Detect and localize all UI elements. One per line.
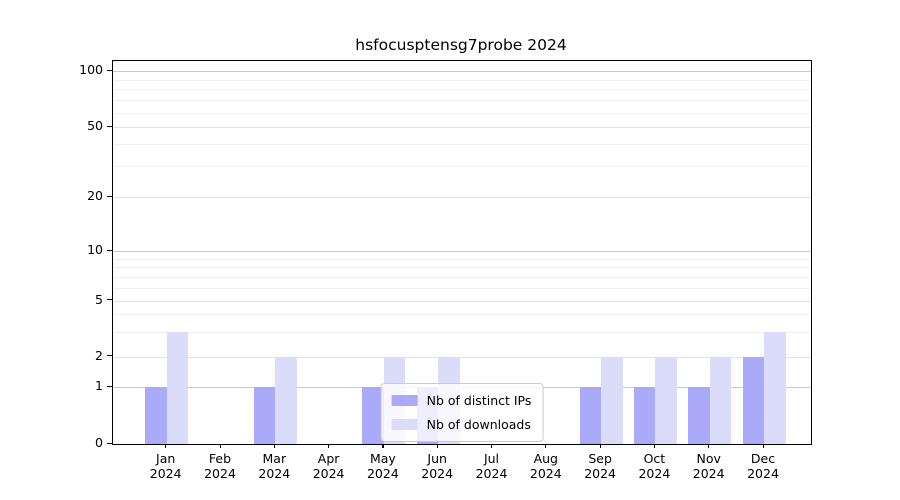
gridline-y-80 bbox=[113, 89, 811, 91]
bar-distinct-ips-month-10 bbox=[633, 387, 656, 444]
x-tick-label-8: Aug 2024 bbox=[529, 451, 562, 481]
y-tick-mark-1 bbox=[107, 385, 112, 387]
bar-distinct-ips-month-1 bbox=[145, 387, 167, 444]
plot-area: Nb of distinct IPs Nb of downloads bbox=[112, 60, 812, 445]
bar-distinct-ips-month-11 bbox=[688, 387, 710, 444]
bar-downloads-month-1 bbox=[166, 331, 189, 444]
chart-title: hsfocusptensg7probe 2024 bbox=[355, 36, 567, 54]
x-tick-mark-12 bbox=[762, 444, 764, 448]
gridline-y-9 bbox=[113, 258, 811, 260]
x-tick-label-5: May 2024 bbox=[366, 451, 399, 481]
gridline-y-50 bbox=[113, 127, 811, 129]
legend-swatch-distinct-ips bbox=[391, 395, 418, 406]
x-tick-mark-3 bbox=[273, 444, 275, 448]
x-tick-mark-9 bbox=[599, 444, 601, 448]
x-tick-mark-5 bbox=[382, 444, 384, 448]
gridline-y-90 bbox=[113, 79, 811, 81]
y-tick-label-100: 100 bbox=[79, 62, 103, 78]
bar-downloads-month-12 bbox=[764, 331, 786, 444]
y-tick-mark-20 bbox=[107, 195, 112, 198]
gridline-y-2 bbox=[113, 356, 811, 358]
x-tick-label-1: Jan 2024 bbox=[149, 451, 182, 481]
gridline-y-10 bbox=[113, 251, 811, 253]
x-tick-label-11: Nov 2024 bbox=[692, 451, 725, 481]
y-tick-mark-100 bbox=[107, 69, 112, 72]
y-tick-label-50: 50 bbox=[87, 118, 103, 133]
gridline-y-60 bbox=[113, 112, 811, 114]
bar-downloads-month-11 bbox=[709, 356, 732, 444]
bar-distinct-ips-month-3 bbox=[253, 387, 276, 444]
bar-distinct-ips-month-5 bbox=[362, 387, 384, 444]
y-tick-label-20: 20 bbox=[87, 188, 103, 204]
legend-label-downloads: Nb of downloads bbox=[426, 417, 531, 432]
x-tick-mark-6 bbox=[436, 444, 438, 448]
bar-downloads-month-10 bbox=[655, 356, 677, 444]
bar-downloads-month-3 bbox=[275, 356, 297, 444]
y-tick-label-10: 10 bbox=[87, 242, 103, 258]
y-tick-mark-10 bbox=[107, 249, 112, 252]
gridline-y-6 bbox=[113, 287, 811, 289]
gridline-y-5 bbox=[113, 300, 811, 302]
y-tick-mark-0 bbox=[107, 442, 112, 444]
gridline-y-40 bbox=[113, 144, 811, 146]
x-tick-label-9: Sep 2024 bbox=[584, 451, 616, 481]
bar-distinct-ips-month-9 bbox=[579, 387, 602, 444]
y-tick-mark-5 bbox=[107, 299, 112, 301]
y-tick-mark-50 bbox=[107, 125, 112, 127]
y-tick-label-2: 2 bbox=[95, 347, 103, 363]
x-tick-label-3: Mar 2024 bbox=[258, 451, 291, 481]
x-tick-mark-11 bbox=[708, 444, 710, 448]
gridline-y-4 bbox=[113, 314, 811, 316]
x-tick-mark-4 bbox=[328, 444, 330, 448]
legend-swatch-downloads bbox=[391, 419, 418, 430]
x-tick-mark-2 bbox=[219, 444, 221, 448]
x-tick-mark-7 bbox=[491, 444, 493, 448]
legend-entry-downloads: Nb of downloads bbox=[391, 415, 532, 434]
gridline-y-30 bbox=[113, 166, 811, 168]
gridline-y-7 bbox=[113, 276, 811, 278]
x-tick-label-12: Dec 2024 bbox=[747, 451, 779, 481]
x-tick-label-6: Jun 2024 bbox=[421, 451, 454, 481]
legend: Nb of distinct IPs Nb of downloads bbox=[380, 383, 544, 442]
x-tick-mark-8 bbox=[545, 444, 547, 448]
y-tick-mark-2 bbox=[107, 355, 112, 357]
y-tick-label-1: 1 bbox=[95, 378, 103, 394]
y-tick-label-0: 0 bbox=[95, 434, 103, 450]
y-tick-label-5: 5 bbox=[95, 291, 103, 307]
x-tick-mark-10 bbox=[653, 444, 656, 448]
bar-distinct-ips-month-12 bbox=[742, 356, 764, 444]
x-tick-label-7: Jul 2024 bbox=[475, 451, 508, 481]
bar-downloads-month-9 bbox=[601, 356, 623, 444]
gridline-y-100 bbox=[113, 71, 811, 73]
legend-label-distinct-ips: Nb of distinct IPs bbox=[426, 393, 532, 408]
x-tick-label-10: Oct 2024 bbox=[638, 451, 671, 481]
x-tick-label-2: Feb 2024 bbox=[204, 451, 236, 481]
gridline-y-20 bbox=[113, 197, 811, 199]
gridline-y-3 bbox=[113, 331, 811, 333]
x-tick-mark-1 bbox=[165, 444, 167, 448]
legend-entry-distinct-ips: Nb of distinct IPs bbox=[391, 391, 532, 410]
gridline-y-8 bbox=[113, 267, 811, 269]
x-tick-label-4: Apr 2024 bbox=[312, 451, 345, 481]
gridline-y-70 bbox=[113, 100, 811, 102]
